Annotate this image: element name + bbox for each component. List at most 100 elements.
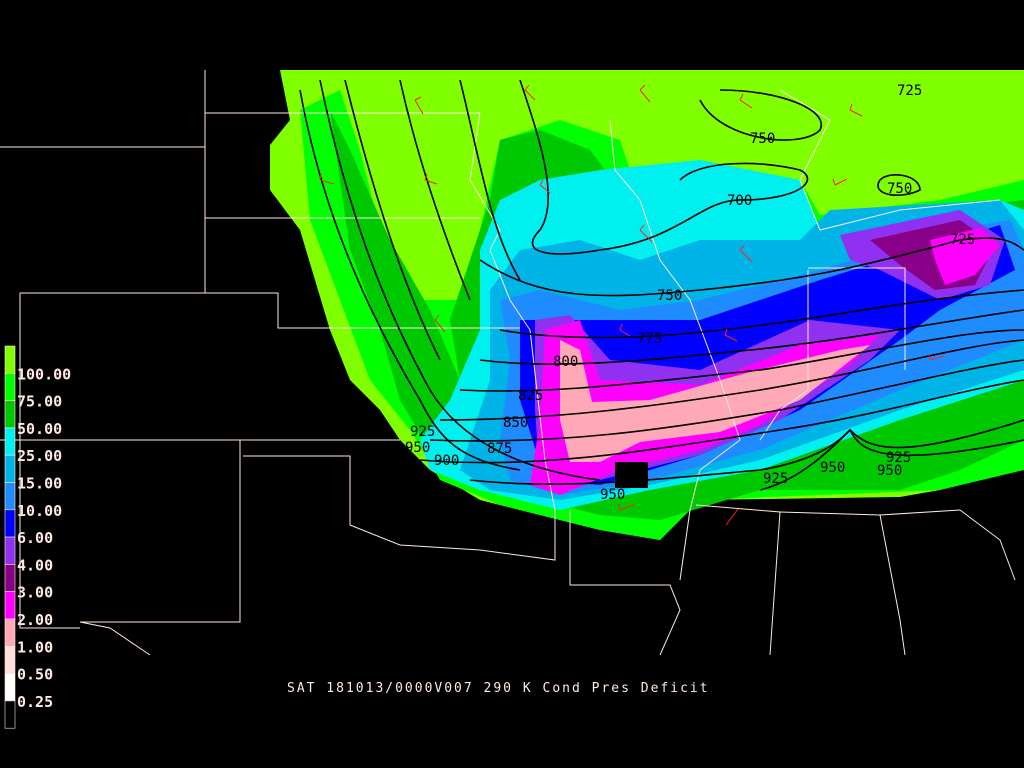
legend-label: 3.00 <box>17 584 53 602</box>
contour-line <box>439 339 1024 421</box>
legend-swatch <box>4 645 16 674</box>
wind-barb <box>849 103 863 117</box>
legend-swatch <box>4 673 16 702</box>
legend-label: 50.00 <box>17 420 62 438</box>
contour-label: 850 <box>503 415 528 431</box>
legend-label: 25.00 <box>17 447 62 465</box>
contour-label: 900 <box>434 453 459 469</box>
field-2b <box>930 228 1000 285</box>
contour-label: 750 <box>657 288 682 304</box>
legend-label: 4.00 <box>17 556 53 574</box>
contour-line <box>699 89 823 141</box>
wind-barb <box>832 178 848 186</box>
contour-line <box>519 79 809 255</box>
legend-label: 75.00 <box>17 393 62 411</box>
contour-line <box>479 309 1024 365</box>
legend-label: 6.00 <box>17 529 53 547</box>
wind-barbs <box>319 84 945 526</box>
state-border <box>79 440 241 656</box>
contour-label: 925 <box>886 450 911 466</box>
state-border <box>569 510 681 656</box>
field-missing <box>615 462 648 488</box>
legend-swatch <box>4 482 16 511</box>
contour-label: 950 <box>405 440 430 456</box>
contour-line <box>459 79 521 281</box>
state-border <box>0 70 206 148</box>
wind-barb <box>434 314 446 333</box>
contour-line <box>299 89 521 471</box>
color-legend: 100.00 75.00 50.00 25.00 15.00 10.00 6.00 4.00 3… <box>4 345 71 729</box>
contour-line <box>344 79 441 361</box>
contour-label: 725 <box>897 83 922 99</box>
contour-line <box>419 379 1024 464</box>
legend-swatch <box>4 345 16 374</box>
contour-labels: 750 750 700 750 775 800 825 850 875 900 … <box>405 83 975 503</box>
legend-swatch <box>4 700 16 729</box>
legend-label: 10.00 <box>17 502 62 520</box>
contour-label: 950 <box>820 460 845 476</box>
state-border <box>779 89 1001 231</box>
map-caption: SAT 181013/0000V007 290 K Cond Pres Defi… <box>287 681 710 696</box>
wind-barb <box>724 328 738 342</box>
shaded-fields <box>270 70 1024 540</box>
wind-barb <box>539 179 551 194</box>
legend-label: 15.00 <box>17 475 62 493</box>
contour-label: 925 <box>410 424 435 440</box>
state-border <box>808 267 906 370</box>
wind-barb <box>639 224 653 243</box>
wind-barb <box>928 353 945 361</box>
legend-swatch <box>4 372 16 401</box>
contour-label: 750 <box>887 181 912 197</box>
state-border <box>779 511 906 656</box>
contour-label: 875 <box>487 441 512 457</box>
contour-line <box>479 237 1024 297</box>
legend-label: 1.00 <box>17 638 53 656</box>
contour-label: 775 <box>637 331 662 347</box>
contour-label: 800 <box>553 354 578 370</box>
legend-label: 0.25 <box>17 693 53 711</box>
state-border <box>759 270 809 441</box>
legend-label: 100.00 <box>17 365 71 383</box>
wind-barb <box>739 244 753 263</box>
contour-label: 925 <box>763 471 788 487</box>
legend-swatch <box>4 618 16 647</box>
wind-barb <box>619 323 631 337</box>
legend-swatch <box>4 564 16 593</box>
legend-label: 0.50 <box>17 666 53 684</box>
legend-label: 2.00 <box>17 611 53 629</box>
wind-barb <box>414 96 424 115</box>
state-border <box>469 112 546 461</box>
state-border <box>879 509 1016 581</box>
wind-barb <box>739 93 753 109</box>
wind-barb <box>524 84 536 101</box>
contour-line <box>399 79 471 301</box>
wind-barb <box>424 173 438 185</box>
contour-label: 950 <box>877 463 902 479</box>
legend-swatch <box>4 509 16 538</box>
wind-barb <box>639 84 651 103</box>
state-border <box>19 293 80 629</box>
state-border <box>695 504 781 656</box>
contour-label: 700 <box>727 193 752 209</box>
contour-label: 950 <box>600 487 625 503</box>
contour-line <box>429 359 1024 442</box>
legend-swatch <box>4 454 16 483</box>
state-border <box>609 119 741 581</box>
wind-barb <box>725 508 739 526</box>
contour-line <box>499 289 1024 339</box>
contour-line <box>459 329 1024 392</box>
contours <box>299 79 1024 491</box>
legend-swatch <box>4 427 16 456</box>
legend-swatch <box>4 536 16 565</box>
contour-line <box>877 174 921 196</box>
contour-line <box>469 419 1024 485</box>
wind-barb <box>319 173 335 185</box>
state-border <box>243 455 556 561</box>
contour-label: 725 <box>950 232 975 248</box>
wind-barb <box>617 503 635 511</box>
legend-swatch <box>4 400 16 429</box>
contour-label: 825 <box>518 388 543 404</box>
legend-swatch <box>4 591 16 620</box>
contour-line <box>759 428 1024 491</box>
